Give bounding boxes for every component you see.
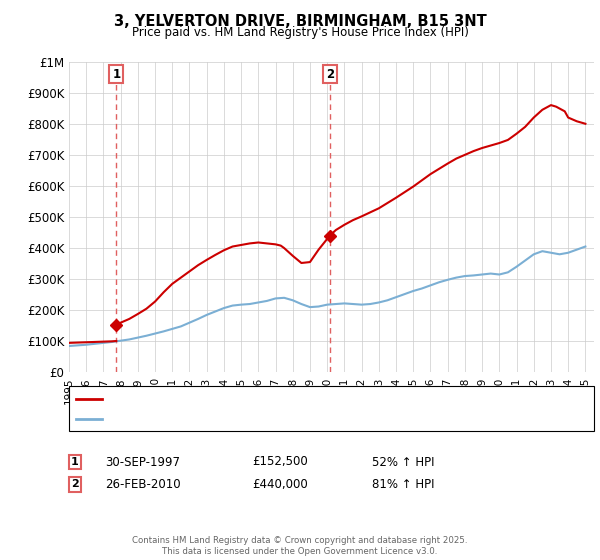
Text: HPI: Average price, detached house, Birmingham: HPI: Average price, detached house, Birm… [106,414,363,424]
Text: 3, YELVERTON DRIVE, BIRMINGHAM, B15 3NT: 3, YELVERTON DRIVE, BIRMINGHAM, B15 3NT [113,14,487,29]
Text: 81% ↑ HPI: 81% ↑ HPI [372,478,434,491]
Text: 52% ↑ HPI: 52% ↑ HPI [372,455,434,469]
Text: 2: 2 [326,68,334,81]
Text: Price paid vs. HM Land Registry's House Price Index (HPI): Price paid vs. HM Land Registry's House … [131,26,469,39]
Text: 3, YELVERTON DRIVE, BIRMINGHAM, B15 3NT (detached house): 3, YELVERTON DRIVE, BIRMINGHAM, B15 3NT … [106,394,435,404]
Text: £440,000: £440,000 [252,478,308,491]
Text: 1: 1 [71,457,79,467]
Text: 26-FEB-2010: 26-FEB-2010 [105,478,181,491]
Text: Contains HM Land Registry data © Crown copyright and database right 2025.
This d: Contains HM Land Registry data © Crown c… [132,536,468,556]
Text: £152,500: £152,500 [252,455,308,469]
Text: 30-SEP-1997: 30-SEP-1997 [105,455,180,469]
Text: 1: 1 [112,68,121,81]
Text: 2: 2 [71,479,79,489]
